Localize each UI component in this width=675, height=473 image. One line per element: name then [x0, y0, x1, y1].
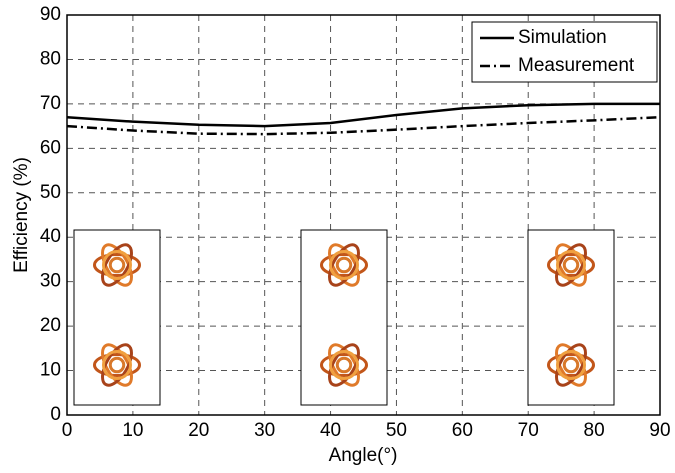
x-tick-label: 30 [254, 420, 275, 441]
x-tick-label: 60 [452, 420, 473, 441]
x-tick-label: 90 [649, 420, 670, 441]
data-line [67, 104, 660, 126]
y-tick-label: 80 [40, 48, 61, 69]
insets [74, 230, 614, 405]
x-tick-label: 20 [188, 420, 209, 441]
x-tick-label: 50 [386, 420, 407, 441]
y-tick-label: 70 [40, 93, 61, 114]
y-tick-label: 30 [40, 271, 61, 292]
y-tick-label: 40 [40, 226, 61, 247]
y-tick-label: 50 [40, 182, 61, 203]
y-tick-label: 20 [40, 315, 61, 336]
chart: Angle(°) Efficiency (%) 0 10 20 30 40 50 60 70 8… [0, 0, 675, 473]
legend-label: Simulation [518, 27, 607, 48]
y-tick-label: 60 [40, 137, 61, 158]
y-tick-label: 0 [50, 404, 61, 425]
x-tick-label: 40 [320, 420, 341, 441]
x-tick-label: 10 [122, 420, 143, 441]
y-tick-label: 10 [40, 360, 61, 381]
x-axis-label: Angle(°) [329, 445, 398, 466]
legend-label: Measurement [518, 55, 635, 76]
x-tick-label: 0 [62, 420, 73, 441]
x-tick-label: 80 [584, 420, 605, 441]
legend: Simulation Measurement [472, 22, 657, 82]
y-axis-label: Efficiency (%) [11, 157, 32, 273]
y-tick-label: 90 [40, 4, 61, 25]
x-tick-label: 70 [518, 420, 539, 441]
